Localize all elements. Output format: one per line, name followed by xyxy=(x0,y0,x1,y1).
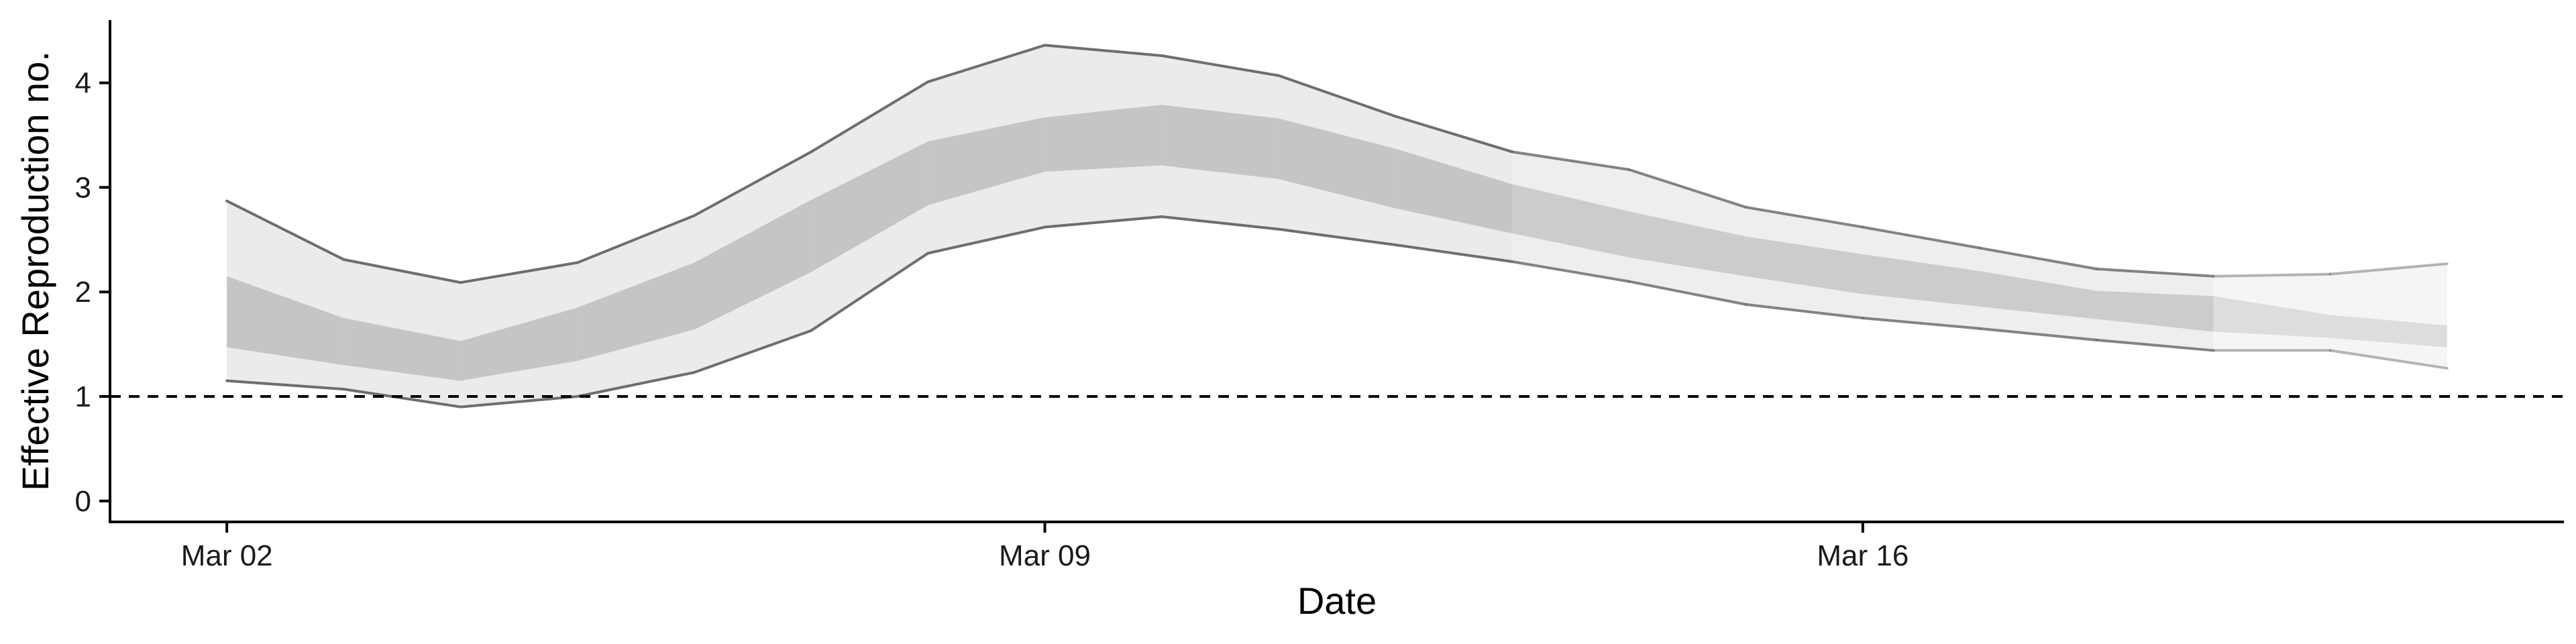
inner-band-segment xyxy=(1746,236,1863,294)
inner-band-segment xyxy=(2213,296,2330,338)
lower-bound-line xyxy=(459,395,579,409)
lower-bound-line xyxy=(1627,280,1748,306)
upper-bound-line xyxy=(576,214,696,264)
lower-bound-line xyxy=(1861,317,1982,330)
x-axis-title: Date xyxy=(1297,580,1377,622)
y-axis-title: Effective Reproduction no. xyxy=(14,51,56,491)
lower-bound-line xyxy=(1277,227,1397,247)
inner-band-segment xyxy=(1980,271,2097,319)
inner-band-segment xyxy=(811,141,928,272)
inner-band-segment xyxy=(2096,290,2214,332)
upper-bound-line xyxy=(1043,44,1163,57)
inner-band-segment xyxy=(1278,118,1396,209)
upper-bound-line xyxy=(1978,246,2098,270)
lower-bound-line xyxy=(1978,327,2098,341)
y-ticks: 0 1 2 3 4 xyxy=(75,67,110,518)
bands-layer xyxy=(227,45,2447,407)
inner-band-segment xyxy=(577,262,694,362)
lower-bound-line xyxy=(225,379,345,391)
y-tick-label: 3 xyxy=(75,171,91,204)
lower-bound-line xyxy=(1394,244,1514,263)
lower-bound-line xyxy=(576,371,696,398)
lower-bound-line xyxy=(926,225,1046,255)
lower-bound-line xyxy=(1744,303,1864,320)
upper-bound-line xyxy=(342,258,462,284)
y-tick-label: 4 xyxy=(75,67,91,100)
upper-bound-line xyxy=(1511,150,1631,171)
upper-bound-line xyxy=(225,199,345,261)
inner-band-segment xyxy=(343,318,461,381)
lower-bound-line xyxy=(342,388,462,409)
lower-bound-line xyxy=(692,329,813,374)
x-tick-label: Mar 02 xyxy=(181,539,273,572)
upper-bound-line xyxy=(810,80,930,154)
upper-bound-line xyxy=(1277,74,1397,118)
upper-bound-line xyxy=(1627,168,1748,209)
inner-band-segment xyxy=(1862,254,1980,307)
upper-bound-line xyxy=(2328,262,2449,276)
x-tick-label: Mar 16 xyxy=(1817,539,1909,572)
lower-bound-line xyxy=(1511,260,1631,283)
upper-bound-line xyxy=(2212,272,2332,278)
lower-bound-line xyxy=(2095,338,2215,352)
inner-band-segment xyxy=(1395,148,1513,233)
upper-bound-line xyxy=(459,261,579,284)
upper-bound-line xyxy=(1861,225,1982,250)
inner-band-segment xyxy=(1044,105,1162,172)
y-tick-label: 0 xyxy=(75,485,91,518)
x-tick-label: Mar 09 xyxy=(999,539,1091,572)
upper-bound-line xyxy=(926,44,1046,83)
y-tick-label: 1 xyxy=(75,380,91,413)
inner-band-segment xyxy=(1629,211,1746,276)
upper-bound-line xyxy=(692,150,813,217)
inner-band-segment xyxy=(1512,184,1629,258)
lines-layer xyxy=(225,44,2449,409)
inner-band-segment xyxy=(1161,105,1279,179)
upper-bound-line xyxy=(1394,115,1514,154)
upper-bound-line xyxy=(1160,54,1280,77)
upper-bound-line xyxy=(2095,267,2215,278)
lower-bound-line xyxy=(810,252,930,332)
lower-bound-line xyxy=(2328,349,2449,370)
inner-band-segment xyxy=(694,200,812,330)
y-tick-label: 2 xyxy=(75,276,91,309)
inner-band-segment xyxy=(928,117,1045,205)
x-ticks: Mar 02 Mar 09 Mar 16 xyxy=(181,522,1909,572)
inner-band-segment xyxy=(2330,315,2447,347)
inner-band-segment xyxy=(460,307,578,381)
inner-band-segment xyxy=(227,276,344,366)
lower-bound-line xyxy=(1043,215,1163,229)
upper-bound-line xyxy=(1744,205,1864,229)
lower-bound-line xyxy=(1160,215,1280,231)
